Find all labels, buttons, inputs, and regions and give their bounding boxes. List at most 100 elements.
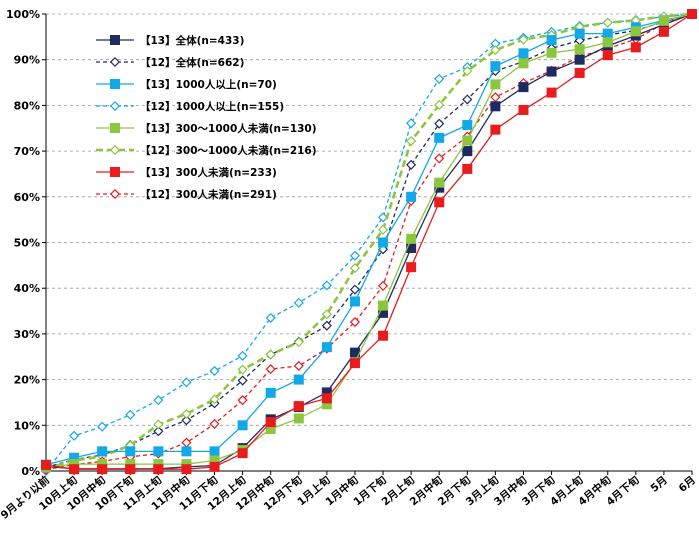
data-point — [181, 437, 192, 448]
data-point — [490, 79, 501, 90]
x-tick-label: 5月 — [648, 474, 669, 495]
data-point — [181, 446, 192, 457]
data-point — [406, 118, 417, 129]
data-point — [434, 118, 445, 129]
data-point — [406, 262, 417, 273]
data-point — [293, 374, 304, 385]
data-point — [321, 393, 332, 404]
data-point — [97, 464, 108, 475]
data-point — [378, 330, 389, 341]
data-point — [153, 419, 164, 430]
data-point — [181, 377, 192, 388]
data-point — [293, 337, 304, 348]
data-point — [490, 101, 501, 112]
series-line — [45, 12, 693, 470]
data-point — [41, 460, 51, 471]
data-point — [602, 50, 613, 61]
data-point — [602, 17, 613, 28]
data-point — [153, 426, 164, 437]
legend-marker — [109, 100, 121, 112]
data-point — [490, 124, 501, 135]
data-point — [377, 212, 389, 223]
legend-item: 【13】300～1000人未満(n=130) — [96, 122, 317, 135]
data-point — [69, 430, 80, 441]
data-point — [321, 342, 332, 353]
data-point — [462, 120, 473, 131]
legend-marker — [109, 144, 121, 156]
data-point — [546, 66, 557, 77]
data-point — [378, 237, 389, 248]
data-point — [209, 418, 220, 429]
series-line — [45, 13, 693, 472]
data-point — [546, 47, 557, 58]
data-point — [434, 153, 445, 164]
data-point — [293, 401, 304, 412]
data-point — [406, 191, 417, 202]
data-point — [153, 395, 164, 406]
series-line — [45, 13, 693, 468]
x-tick-label: 6月 — [677, 474, 698, 495]
data-point — [546, 35, 557, 46]
data-point — [462, 135, 473, 146]
legend-label: 【12】1000人以上(n=155) — [140, 100, 284, 113]
legend-item: 【12】全体(n=662) — [96, 56, 244, 69]
data-point — [181, 415, 192, 426]
series-7 — [41, 9, 697, 475]
data-point — [321, 280, 332, 291]
data-point — [462, 94, 473, 105]
data-point — [574, 28, 585, 39]
data-point — [97, 421, 108, 432]
legend-label: 【12】300人未満(n=291) — [140, 188, 277, 201]
data-point — [630, 42, 641, 53]
data-point — [209, 365, 220, 376]
data-point — [237, 350, 248, 361]
legend-item: 【12】1000人以上(n=155) — [96, 100, 284, 113]
series-layer — [40, 8, 698, 477]
data-point — [602, 37, 613, 48]
y-tick-label: 100% — [6, 8, 40, 21]
data-point — [602, 28, 613, 39]
data-point — [462, 146, 473, 157]
data-point — [630, 26, 641, 37]
data-point — [237, 364, 248, 375]
data-point — [490, 61, 501, 72]
data-point — [349, 358, 360, 369]
legend-item: 【13】1000人以上(n=70) — [96, 78, 277, 91]
y-tick-label: 60% — [14, 191, 40, 204]
y-tick-label: 50% — [14, 237, 40, 250]
data-point — [349, 316, 361, 328]
y-tick-label: 10% — [14, 419, 40, 432]
data-point — [518, 82, 529, 93]
data-point — [658, 26, 669, 37]
data-point — [237, 448, 248, 459]
data-point — [265, 387, 276, 398]
legend-marker — [109, 188, 121, 200]
y-axis-ticks: 0% 10% 20% 30% 40% 50% 60% 70% 80% 90% 100% — [6, 8, 46, 478]
y-tick-label: 80% — [14, 99, 40, 112]
data-point — [378, 300, 389, 311]
data-point — [434, 197, 445, 208]
data-point — [518, 104, 529, 115]
data-point — [434, 99, 445, 110]
data-point — [434, 177, 445, 188]
legend-label: 【13】300～1000人未満(n=130) — [140, 122, 317, 135]
data-point — [349, 250, 361, 261]
data-point — [377, 280, 389, 291]
data-point — [265, 417, 276, 428]
data-point — [658, 15, 669, 26]
data-point — [490, 92, 501, 103]
legend-label: 【13】300人未満(n=233) — [140, 166, 277, 179]
data-point — [546, 87, 557, 98]
y-tick-label: 0% — [21, 465, 40, 478]
data-point — [349, 284, 361, 295]
legend-label: 【12】全体(n=662) — [140, 56, 244, 69]
legend-item: 【12】300人未満(n=291) — [96, 188, 277, 201]
data-point — [237, 420, 248, 431]
data-point — [574, 54, 585, 65]
data-point — [406, 159, 417, 170]
data-point — [406, 135, 417, 147]
data-point — [97, 446, 108, 457]
legend-marker — [110, 167, 120, 177]
data-point — [462, 66, 473, 77]
